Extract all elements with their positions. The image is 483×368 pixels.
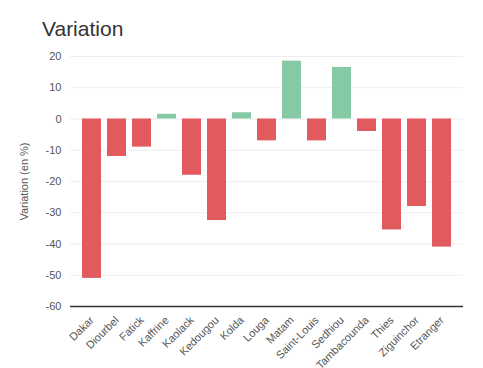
- svg-text:Saint-Louis: Saint-Louis: [273, 313, 321, 362]
- html-text:Variation: Variation: [42, 17, 124, 40]
- svg-text:Variation (en %): Variation (en %): [18, 142, 30, 220]
- svg-text:Thies: Thies: [368, 313, 396, 342]
- svg-text:-60: -60: [46, 300, 62, 312]
- svg-text:Fatick: Fatick: [116, 313, 146, 343]
- svg-text:-20: -20: [46, 175, 62, 187]
- svg-text:Diourbel: Diourbel: [83, 314, 120, 351]
- svg-text:Dakar: Dakar: [66, 313, 96, 343]
- svg-text:Louga: Louga: [240, 313, 271, 344]
- svg-text:0: 0: [55, 113, 61, 125]
- svg-text:Etranger: Etranger: [408, 314, 447, 353]
- svg-text:Ziguinchor: Ziguinchor: [376, 313, 421, 359]
- svg-text:-50: -50: [46, 269, 62, 281]
- svg-text:20: 20: [49, 50, 61, 62]
- svg-text:Matam: Matam: [263, 313, 296, 346]
- svg-text:Kedougou: Kedougou: [177, 314, 221, 358]
- svg-text:Kaolack: Kaolack: [159, 313, 196, 350]
- svg-text:-10: -10: [46, 144, 62, 156]
- svg-text:-40: -40: [46, 238, 62, 250]
- svg-text:Tambacounda: Tambacounda: [314, 313, 372, 368]
- svg-text:Kolda: Kolda: [217, 313, 246, 343]
- svg-text:Sedhiou: Sedhiou: [308, 313, 346, 351]
- svg-text:-30: -30: [46, 206, 62, 218]
- svg-text:10: 10: [49, 81, 61, 93]
- svg-text:Kaffrine: Kaffrine: [135, 313, 171, 349]
